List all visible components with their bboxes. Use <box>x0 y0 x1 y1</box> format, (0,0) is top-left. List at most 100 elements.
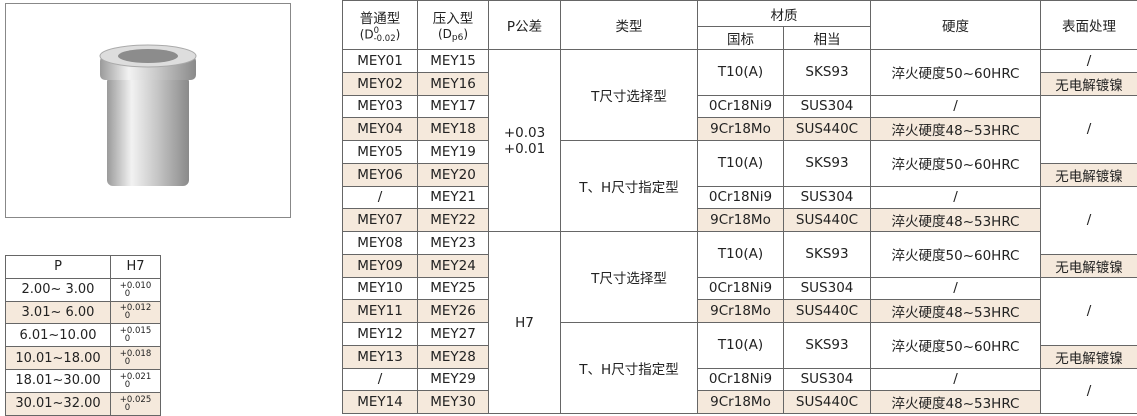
lower: 0 <box>120 312 151 320</box>
equivalent-cell: SUS304 <box>784 368 871 391</box>
tolerance-cell: +0.03+0.01 <box>489 50 561 232</box>
standard-cell: 9Cr18Mo <box>698 391 784 414</box>
code-cell: MEY18 <box>418 118 489 141</box>
standard-cell: 9Cr18Mo <box>698 209 784 232</box>
header-cell: 压入型(Dp6) <box>418 1 489 50</box>
equivalent-cell: SUS440C <box>784 118 871 141</box>
code-cell: MEY10 <box>343 277 418 300</box>
code-cell: MEY09 <box>343 254 418 277</box>
code-cell: / <box>343 368 418 391</box>
code-cell: MEY21 <box>418 186 489 209</box>
hardness-cell: 淬火硬度50~60HRC <box>871 141 1041 187</box>
code-cell: MEY01 <box>343 50 418 73</box>
suffix: ) <box>463 27 468 41</box>
code-cell: MEY04 <box>343 118 418 141</box>
limits: 0-0.02 <box>374 27 396 43</box>
code-cell: MEY28 <box>418 345 489 368</box>
surface-cell: 无电解镀镍 <box>1041 72 1137 95</box>
tolerance-line: +0.03 <box>489 125 560 141</box>
prefix: (D <box>438 27 452 41</box>
range-cell: 2.00~ 3.00 <box>6 278 111 301</box>
header-cell: P <box>6 256 111 279</box>
range-cell: 10.01~18.00 <box>6 347 111 370</box>
surface-cell: / <box>1041 50 1137 73</box>
hardness-cell: / <box>871 95 1041 118</box>
lower: 0 <box>120 335 151 343</box>
header-cell: 表面处理 <box>1041 1 1137 50</box>
surface-cell: / <box>1041 186 1137 254</box>
header-title: 压入型 <box>418 7 488 27</box>
lower: 0 <box>120 381 151 389</box>
header-cell: 材质 <box>698 1 871 27</box>
hardness-cell: 淬火硬度50~60HRC <box>871 323 1041 369</box>
tolerance-line: +0.01 <box>489 141 560 157</box>
standard-cell: 0Cr18Ni9 <box>698 368 784 391</box>
code-cell: MEY12 <box>343 323 418 346</box>
standard-cell: 0Cr18Ni9 <box>698 277 784 300</box>
surface-cell: 无电解镀镍 <box>1041 345 1137 368</box>
product-image <box>6 4 290 217</box>
surface-cell: / <box>1041 368 1137 414</box>
hardness-cell: 淬火硬度48~53HRC <box>871 300 1041 323</box>
equivalent-cell: SUS440C <box>784 391 871 414</box>
equivalent-cell: SUS440C <box>784 300 871 323</box>
code-cell: MEY22 <box>418 209 489 232</box>
code-cell: MEY25 <box>418 277 489 300</box>
tolerance-cell: H7 <box>489 232 561 414</box>
code-cell: MEY14 <box>343 391 418 414</box>
range-cell: 6.01~10.00 <box>6 324 111 347</box>
code-cell: MEY26 <box>418 300 489 323</box>
sub: p6 <box>452 33 463 43</box>
lower: 0 <box>120 290 151 298</box>
range-cell: 3.01~ 6.00 <box>6 301 111 324</box>
equivalent-cell: SUS440C <box>784 209 871 232</box>
standard-cell: T10(A) <box>698 141 784 187</box>
hardness-cell: 淬火硬度50~60HRC <box>871 232 1041 278</box>
standard-cell: 0Cr18Ni9 <box>698 186 784 209</box>
standard-cell: 9Cr18Mo <box>698 300 784 323</box>
surface-cell: 无电解镀镍 <box>1041 163 1137 186</box>
product-image-box <box>5 3 291 218</box>
code-cell: MEY30 <box>418 391 489 414</box>
header-cell: 类型 <box>561 1 698 50</box>
code-cell: MEY11 <box>343 300 418 323</box>
header-cell: P公差 <box>489 1 561 50</box>
equivalent-cell: SKS93 <box>784 50 871 96</box>
code-cell: / <box>343 186 418 209</box>
code-cell: MEY06 <box>343 163 418 186</box>
surface-cell: / <box>1041 277 1137 345</box>
equivalent-cell: SKS93 <box>784 232 871 278</box>
code-cell: MEY16 <box>418 72 489 95</box>
code-cell: MEY02 <box>343 72 418 95</box>
code-cell: MEY23 <box>418 232 489 255</box>
lower: -0.02 <box>374 35 396 43</box>
header-cell: H7 <box>111 256 161 279</box>
code-cell: MEY24 <box>418 254 489 277</box>
standard-cell: T10(A) <box>698 232 784 278</box>
code-cell: MEY20 <box>418 163 489 186</box>
header-cell: 相当 <box>784 27 871 50</box>
